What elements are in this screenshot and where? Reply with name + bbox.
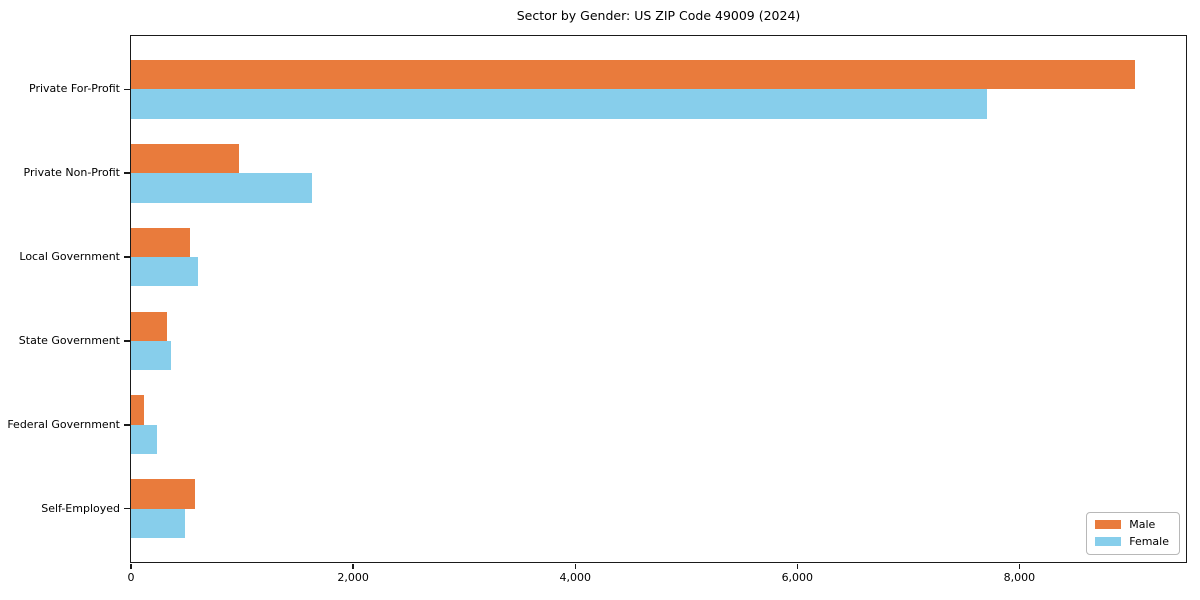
y-axis-label: Local Government: [19, 250, 120, 264]
bar-female-state-government: [131, 340, 171, 371]
legend-entry-female: Female: [1095, 536, 1169, 547]
bar-female-federal-government: [131, 424, 158, 455]
x-axis-tick: [796, 563, 798, 569]
bar-male-self-employed: [131, 479, 195, 509]
bar-female-private-non-profit: [131, 173, 313, 203]
x-axis-tick: [352, 563, 354, 569]
y-axis-tick: [124, 340, 130, 342]
x-axis-label: 0: [127, 571, 135, 584]
y-axis-label: Federal Government: [7, 417, 120, 431]
legend-female-label: Female: [1129, 535, 1169, 548]
bar-male-federal-government: [131, 395, 144, 425]
y-axis-tick: [124, 256, 130, 258]
x-axis-tick: [1018, 563, 1021, 569]
y-axis-label: Self-Employed: [41, 501, 120, 515]
chart-title: Sector by Gender: US ZIP Code 49009 (202…: [516, 8, 801, 23]
bar-female-private-for-profit: [131, 89, 988, 119]
plot-area: Male Female Private For-Profit Private No…: [7, 35, 1187, 584]
y-axis-tick: [124, 424, 130, 426]
y-axis-label: Private Non-Profit: [23, 166, 120, 180]
bar-male-local-government: [131, 227, 190, 258]
legend: Male Female: [1086, 512, 1180, 555]
y-axis-label: State Government: [18, 333, 120, 347]
bar-female-self-employed: [131, 508, 185, 539]
y-axis-tick: [124, 172, 130, 174]
y-axis-tick: [124, 88, 130, 90]
legend-entry-male: Male: [1095, 519, 1169, 530]
x-axis-label: 6,000: [781, 571, 814, 584]
x-axis-label: 4,000: [559, 571, 591, 584]
legend-female-swatch: [1095, 537, 1122, 546]
bar-female-local-government: [131, 257, 198, 287]
bar-male-private-non-profit: [131, 143, 239, 174]
legend-male-swatch: [1095, 520, 1122, 529]
bar-male-private-for-profit: [131, 59, 1135, 90]
x-axis-label: 2,000: [337, 571, 369, 584]
x-axis-tick: [130, 563, 132, 569]
y-axis-tick: [124, 508, 130, 510]
y-axis-label: Private For-Profit: [29, 82, 120, 96]
bar-male-state-government: [131, 311, 168, 341]
x-axis-label: 8,000: [1003, 571, 1036, 584]
legend-male-label: Male: [1129, 518, 1156, 531]
x-axis-tick: [574, 563, 576, 569]
